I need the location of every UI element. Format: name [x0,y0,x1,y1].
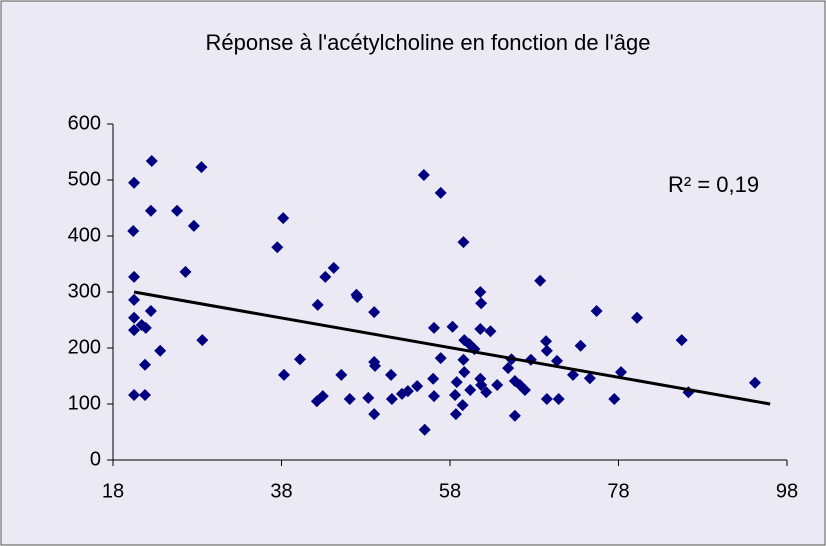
point [491,378,504,391]
point [458,366,471,379]
y-tick-label: 200 [68,336,101,358]
point [294,353,307,366]
y-tick-label: 300 [68,280,101,302]
point [327,261,340,274]
point [128,389,141,402]
point [567,368,580,381]
point [368,408,381,421]
point [534,274,547,287]
y-tick-label: 100 [68,392,101,414]
point [508,409,521,422]
point [128,270,141,283]
point [427,372,440,385]
point [434,352,447,365]
point [608,392,621,405]
point [277,212,290,225]
point [550,354,563,367]
point [474,286,487,298]
point [368,306,381,319]
point [271,241,284,254]
y-tick-label: 400 [68,224,101,246]
point [615,366,628,379]
x-tick-label: 18 [102,480,124,502]
point [518,384,531,396]
y-tick-label: 0 [90,448,101,470]
point [457,236,470,249]
point [278,368,291,381]
point [464,384,477,396]
point [316,390,329,403]
point [456,399,469,412]
x-tick-label: 78 [607,480,629,502]
point [475,297,488,310]
point [187,219,200,232]
point [319,270,332,283]
x-tick-label: 98 [776,480,798,502]
point [335,368,348,381]
point [590,305,603,318]
point [475,378,488,391]
point [401,385,414,398]
point [502,362,515,375]
point [154,344,167,357]
point [128,176,141,189]
point [145,154,158,167]
point [139,358,152,371]
point [311,298,324,311]
point [474,322,487,335]
point [411,380,424,393]
point [179,265,192,278]
point [351,291,364,304]
point [362,391,375,404]
point [171,204,184,217]
point [540,392,553,405]
point [128,324,141,337]
point [484,325,497,338]
point [196,334,209,347]
point [427,321,440,334]
point [369,359,382,372]
point [434,186,447,199]
point [446,320,459,333]
point [385,368,398,381]
point [552,392,565,405]
point [675,334,688,347]
y-tick-label: 600 [68,112,101,134]
x-tick-label: 58 [439,480,461,502]
point [457,353,470,366]
point [583,372,596,385]
point [343,392,356,405]
point [127,224,140,237]
point [139,389,152,402]
point [417,168,430,181]
point [449,389,462,402]
point [427,390,440,403]
point [540,335,553,348]
point [574,339,587,352]
point [135,319,148,332]
point [128,293,141,306]
point [449,408,462,421]
point [418,423,431,436]
point [631,311,644,324]
point [450,376,463,389]
y-tick-label: 500 [68,168,101,190]
point [144,305,157,318]
x-tick-label: 38 [270,480,292,502]
point [195,161,208,174]
point [128,311,141,324]
r-squared: R² = 0,19 [668,172,759,197]
point [144,204,157,217]
point [540,344,553,357]
trend-line [133,290,771,406]
point [748,376,761,389]
point [385,392,398,405]
chart-title: Réponse à l'acétylcholine en fonction de… [205,30,650,55]
point [480,386,493,399]
